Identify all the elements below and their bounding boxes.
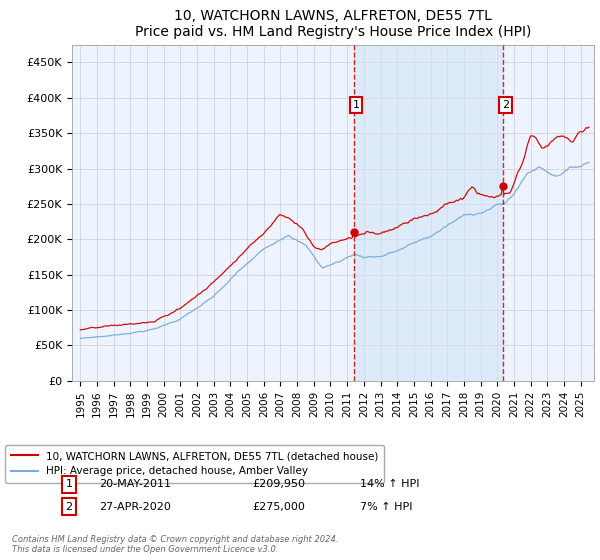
Text: 2: 2	[502, 100, 509, 110]
Text: 2: 2	[65, 502, 73, 512]
Text: £209,950: £209,950	[252, 479, 305, 489]
Title: 10, WATCHORN LAWNS, ALFRETON, DE55 7TL
Price paid vs. HM Land Registry's House P: 10, WATCHORN LAWNS, ALFRETON, DE55 7TL P…	[135, 10, 531, 39]
Text: 1: 1	[65, 479, 73, 489]
Bar	[353, 45, 503, 381]
Text: 14% ↑ HPI: 14% ↑ HPI	[360, 479, 419, 489]
Legend: 10, WATCHORN LAWNS, ALFRETON, DE55 7TL (detached house), HPI: Average price, det: 10, WATCHORN LAWNS, ALFRETON, DE55 7TL (…	[5, 445, 385, 483]
Text: 20-MAY-2011: 20-MAY-2011	[99, 479, 171, 489]
Text: Contains HM Land Registry data © Crown copyright and database right 2024.
This d: Contains HM Land Registry data © Crown c…	[12, 535, 338, 554]
Text: 27-APR-2020: 27-APR-2020	[99, 502, 171, 512]
Text: 1: 1	[353, 100, 359, 110]
Text: £275,000: £275,000	[252, 502, 305, 512]
Text: 7% ↑ HPI: 7% ↑ HPI	[360, 502, 413, 512]
